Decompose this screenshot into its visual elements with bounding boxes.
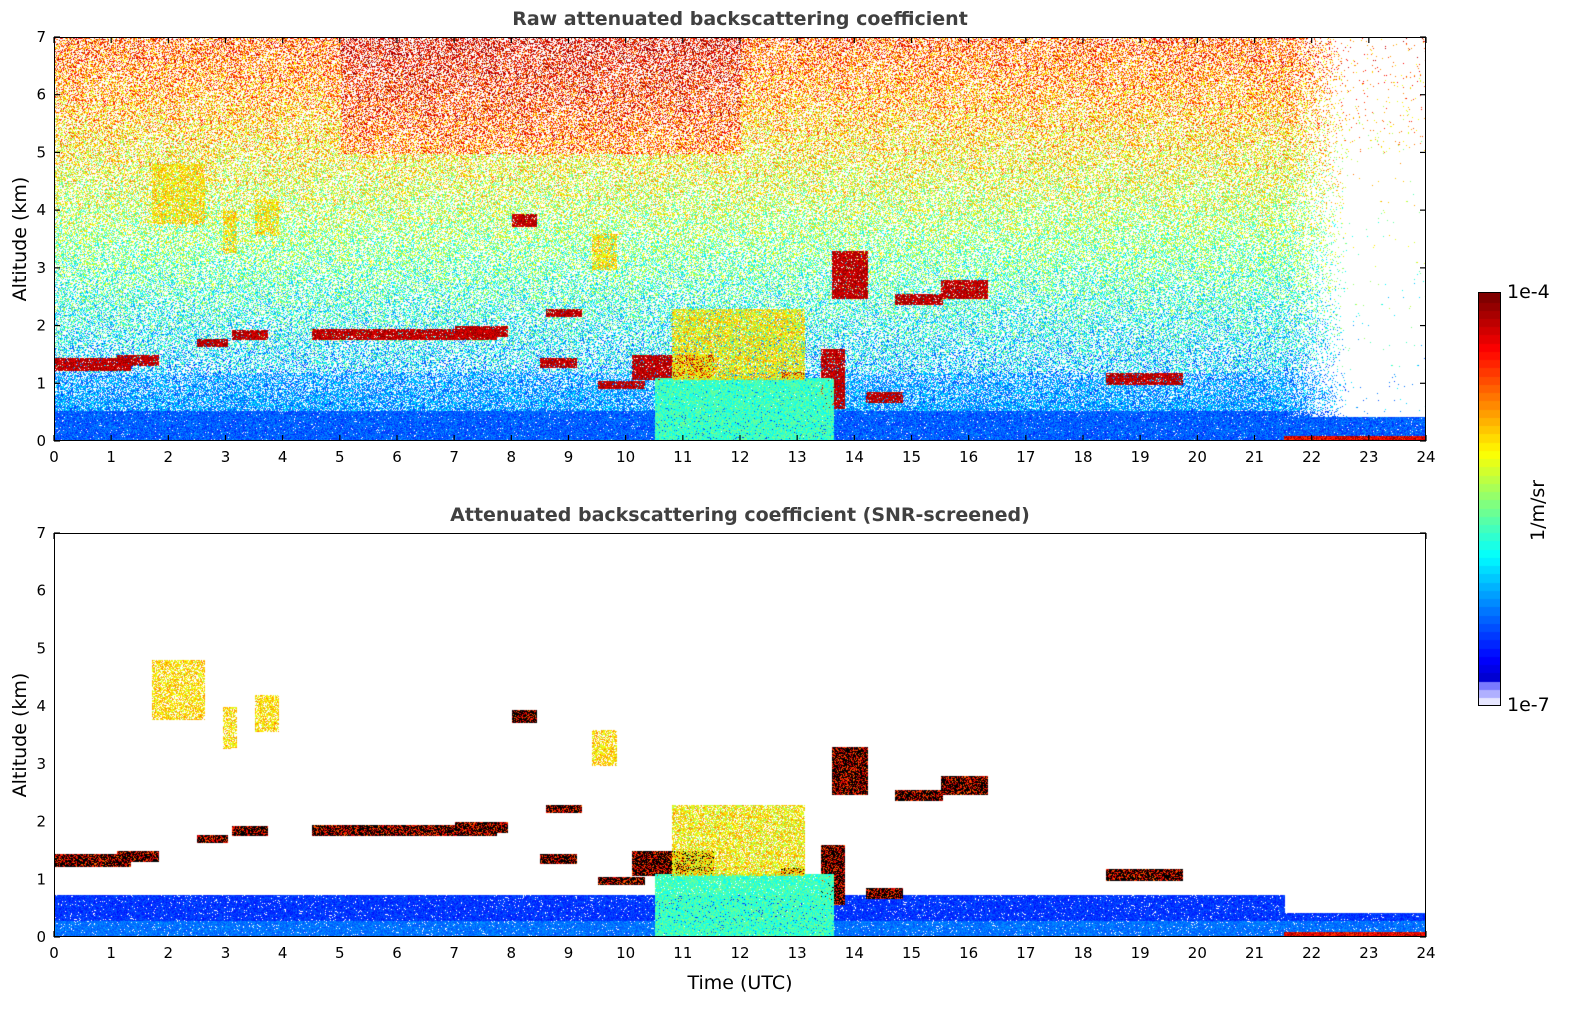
- y-tick-label: 7: [36, 28, 46, 46]
- y-tick-label: 5: [36, 143, 46, 161]
- y-tick-label: 0: [36, 928, 46, 946]
- x-tick-label: 0: [49, 944, 59, 962]
- y-axis-label: Altitude (km): [9, 673, 31, 798]
- x-tick-label: 3: [221, 944, 231, 962]
- x-tick-label: 8: [507, 944, 517, 962]
- y-tick-label: 1: [36, 870, 46, 888]
- colorbar-min-label: 1e-7: [1507, 694, 1550, 716]
- x-tick-label: 4: [278, 448, 288, 466]
- x-tick-label: 12: [730, 448, 749, 466]
- x-tick-label: 6: [392, 448, 402, 466]
- x-tick-label: 14: [845, 944, 864, 962]
- x-tick-label: 2: [164, 448, 174, 466]
- x-tick-label: 5: [335, 944, 345, 962]
- top-panel-title: Raw attenuated backscattering coefficien…: [512, 8, 968, 30]
- x-tick-label: 13: [788, 448, 807, 466]
- x-tick-label: 3: [221, 448, 231, 466]
- top-backscatter-heatmap: [55, 38, 1425, 440]
- x-tick-label: 11: [673, 944, 692, 962]
- x-tick-label: 15: [902, 944, 921, 962]
- x-tick-label: 11: [673, 448, 692, 466]
- x-tick-label: 20: [1188, 944, 1207, 962]
- x-tick-label: 10: [616, 448, 635, 466]
- x-tick-label: 16: [959, 944, 978, 962]
- x-tick-label: 19: [1131, 448, 1150, 466]
- y-tick-label: 6: [36, 582, 46, 600]
- x-tick-label: 22: [1302, 944, 1321, 962]
- top-plot-area: [54, 37, 1426, 441]
- x-tick-label: 19: [1131, 944, 1150, 962]
- x-tick-label: 5: [335, 448, 345, 466]
- x-tick-label: 18: [1073, 944, 1092, 962]
- y-tick-label: 4: [36, 697, 46, 715]
- bottom-plot-area: [54, 533, 1426, 937]
- x-tick-label: 17: [1016, 448, 1035, 466]
- x-tick-label: 16: [959, 448, 978, 466]
- x-tick-label: 21: [1245, 448, 1264, 466]
- y-tick-label: 5: [36, 639, 46, 657]
- x-tick-label: 1: [106, 944, 116, 962]
- y-tick-label: 6: [36, 86, 46, 104]
- x-tick-label: 8: [507, 448, 517, 466]
- x-tick-label: 1: [106, 448, 116, 466]
- x-tick-label: 24: [1416, 944, 1435, 962]
- x-tick-label: 15: [902, 448, 921, 466]
- y-tick-label: 3: [36, 259, 46, 277]
- x-tick-label: 0: [49, 448, 59, 466]
- x-tick-label: 10: [616, 944, 635, 962]
- y-tick-label: 3: [36, 755, 46, 773]
- x-tick-label: 14: [845, 448, 864, 466]
- x-tick-label: 9: [564, 448, 574, 466]
- x-tick-label: 13: [788, 944, 807, 962]
- x-tick-label: 23: [1359, 944, 1378, 962]
- y-tick-label: 2: [36, 813, 46, 831]
- x-tick-label: 20: [1188, 448, 1207, 466]
- colorbar-max-label: 1e-4: [1507, 281, 1550, 303]
- x-tick-label: 9: [564, 944, 574, 962]
- y-axis-label: Altitude (km): [9, 177, 31, 302]
- x-axis-label: Time (UTC): [686, 972, 792, 994]
- colorbar-unit-label: 1/m/sr: [1527, 479, 1549, 541]
- colorbar: [1478, 292, 1501, 706]
- x-tick-label: 4: [278, 944, 288, 962]
- x-tick-label: 6: [392, 944, 402, 962]
- y-tick-label: 4: [36, 201, 46, 219]
- bottom-panel-title: Attenuated backscattering coefficient (S…: [450, 504, 1030, 526]
- x-tick-label: 7: [449, 448, 459, 466]
- x-tick-label: 24: [1416, 448, 1435, 466]
- y-tick-label: 2: [36, 317, 46, 335]
- colorbar-gradient: [1479, 293, 1500, 705]
- x-tick-label: 12: [730, 944, 749, 962]
- x-tick-label: 7: [449, 944, 459, 962]
- x-tick-label: 2: [164, 944, 174, 962]
- x-tick-label: 23: [1359, 448, 1378, 466]
- y-tick-label: 0: [36, 432, 46, 450]
- y-tick-label: 7: [36, 524, 46, 542]
- x-tick-label: 22: [1302, 448, 1321, 466]
- x-tick-label: 17: [1016, 944, 1035, 962]
- y-tick-label: 1: [36, 374, 46, 392]
- x-tick-label: 21: [1245, 944, 1264, 962]
- x-tick-label: 18: [1073, 448, 1092, 466]
- bottom-backscatter-heatmap: [55, 534, 1425, 936]
